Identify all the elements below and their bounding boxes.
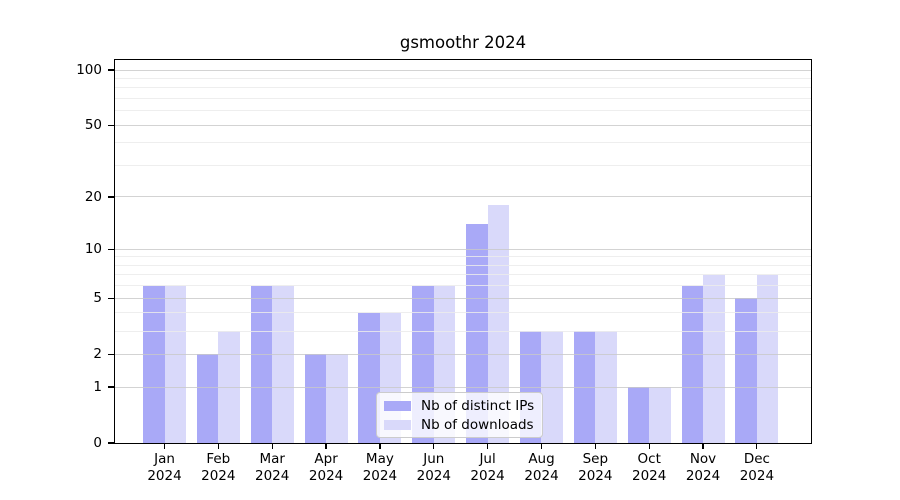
x-tick-mark-dec	[756, 444, 758, 449]
y-tick-label-1: 1	[93, 379, 102, 395]
chart-title: gsmoothr 2024	[399, 33, 527, 52]
x-tick-label-aug: Aug 2024	[524, 451, 559, 484]
x-tick-label-oct: Oct 2024	[632, 451, 667, 484]
gridline-20	[115, 196, 811, 198]
gridline-9	[115, 256, 811, 258]
bar-jan-downloads	[164, 285, 186, 443]
gridline-60	[115, 110, 811, 112]
gridline-6	[115, 285, 811, 287]
legend-label: Nb of distinct IPs	[421, 397, 535, 414]
bar-jul-downloads	[487, 205, 510, 443]
bar-apr-downloads	[326, 354, 348, 443]
x-tick-mark-jan	[163, 444, 166, 449]
x-tick-mark-oct	[648, 444, 650, 449]
x-tick-label-jan: Jan 2024	[147, 451, 182, 484]
y-tick-label-10: 10	[84, 241, 102, 258]
x-tick-mark-may	[379, 444, 381, 449]
x-tick-mark-feb	[217, 444, 220, 449]
gridline-90	[115, 77, 811, 79]
x-tick-label-mar: Mar 2024	[255, 451, 290, 484]
y-tick-label-0: 0	[93, 435, 102, 451]
x-tick-label-jun: Jun 2024	[416, 451, 451, 484]
gridline-80	[115, 87, 811, 89]
x-tick-mark-aug	[540, 444, 543, 449]
gridline-10	[115, 248, 811, 250]
gridline-3	[115, 330, 811, 332]
y-tick-label-100: 100	[76, 62, 102, 78]
y-tick-mark-20	[108, 196, 114, 198]
bar-nov-distinct-ips	[681, 285, 703, 443]
x-tick-label-may: May 2024	[362, 451, 398, 484]
gridline-8	[115, 264, 811, 266]
bar-feb-distinct-ips	[196, 354, 219, 443]
gridline-70	[115, 98, 811, 99]
gridline-50	[115, 124, 811, 126]
legend-item: Nb of downloads	[384, 417, 535, 433]
plot-area: Nb of distinct IPs Nb of downloads	[114, 59, 812, 444]
x-tick-label-jul: Jul 2024	[470, 451, 505, 484]
bar-oct-downloads	[649, 387, 671, 443]
y-tick-label-5: 5	[93, 290, 102, 307]
x-tick-mark-jun	[433, 444, 435, 449]
bar-mar-distinct-ips	[250, 285, 273, 443]
gridline-40	[115, 142, 811, 144]
y-tick-mark-0	[108, 442, 114, 444]
legend: Nb of distinct IPs Nb of downloads	[376, 392, 543, 438]
gridline-100	[115, 69, 811, 71]
bar-dec-distinct-ips	[735, 298, 757, 443]
bar-jul-distinct-ips	[466, 224, 488, 443]
gridline-4	[115, 312, 811, 314]
bar-mar-downloads	[272, 285, 294, 443]
x-tick-mark-apr	[325, 444, 327, 449]
legend-swatch-distinct-ips	[384, 400, 411, 411]
y-tick-label-2: 2	[93, 346, 102, 363]
x-tick-label-nov: Nov 2024	[685, 451, 721, 484]
gridline-30	[115, 165, 811, 166]
bar-jan-distinct-ips	[143, 285, 165, 443]
gridline-2	[115, 353, 811, 355]
bar-dec-downloads	[756, 274, 779, 443]
y-tick-mark-1	[108, 386, 114, 388]
x-tick-mark-mar	[271, 444, 273, 449]
x-tick-label-apr: Apr 2024	[308, 451, 344, 484]
gridline-1	[115, 386, 811, 388]
y-tick-mark-2	[108, 353, 114, 355]
bar-oct-distinct-ips	[627, 387, 650, 443]
x-tick-label-dec: Dec 2024	[739, 451, 775, 484]
x-tick-mark-jul	[486, 444, 489, 449]
y-tick-mark-100	[108, 69, 114, 71]
y-tick-mark-5	[108, 297, 114, 299]
bar-may-distinct-ips	[358, 312, 380, 443]
x-tick-label-sep: Sep 2024	[578, 451, 613, 484]
y-tick-label-20: 20	[84, 188, 102, 205]
y-tick-label-50: 50	[84, 117, 102, 134]
legend-swatch-downloads	[384, 419, 411, 430]
bar-apr-distinct-ips	[304, 354, 327, 443]
y-tick-mark-10	[108, 248, 114, 250]
bar-nov-downloads	[703, 274, 725, 443]
gridline-5	[115, 297, 811, 299]
x-tick-label-feb: Feb 2024	[201, 451, 236, 484]
legend-item: Nb of distinct IPs	[384, 398, 535, 414]
legend-label: Nb of downloads	[421, 416, 534, 433]
x-tick-mark-nov	[702, 444, 704, 449]
x-tick-mark-sep	[594, 444, 596, 449]
y-tick-mark-50	[108, 124, 114, 126]
gridline-7	[115, 274, 811, 276]
